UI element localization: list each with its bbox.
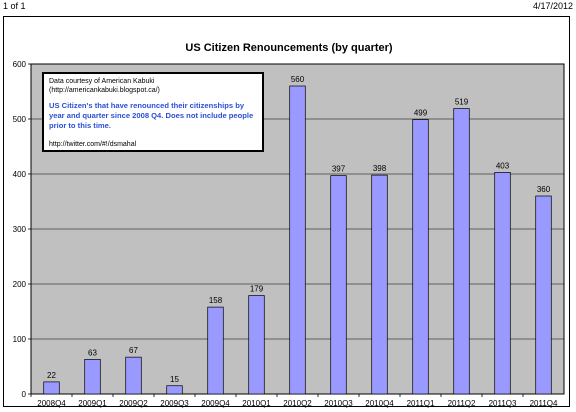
y-tick-label: 300 bbox=[13, 225, 27, 234]
bar-2010Q3 bbox=[330, 175, 347, 395]
x-tick-label: 2011Q1 bbox=[407, 399, 435, 408]
bar-2009Q2 bbox=[125, 356, 142, 395]
x-tick-label: 2011Q3 bbox=[489, 399, 517, 408]
bar-2008Q4 bbox=[43, 381, 60, 395]
x-tick-label: 2010Q3 bbox=[324, 399, 353, 408]
bars: 22 63 67 15 158 179 560 397 398 499 519 403 360 bbox=[43, 75, 552, 395]
data-label: 397 bbox=[332, 165, 346, 174]
bar-2011Q2 bbox=[453, 108, 470, 395]
data-label: 403 bbox=[496, 161, 510, 170]
x-tick-label: 2009Q3 bbox=[160, 399, 189, 408]
bar-2009Q3 bbox=[166, 385, 183, 395]
y-axis: 0 100 200 300 400 500 600 bbox=[13, 60, 31, 399]
y-tick-label: 600 bbox=[13, 60, 27, 69]
bar-2010Q1 bbox=[248, 295, 265, 395]
note-credit: Data courtesy of American Kabuki (http:/… bbox=[49, 78, 160, 94]
bar-2010Q4 bbox=[371, 174, 388, 395]
x-tick-label: 2011Q4 bbox=[530, 399, 558, 408]
data-label: 398 bbox=[373, 164, 387, 173]
data-label: 179 bbox=[250, 285, 264, 294]
x-tick-label: 2009Q2 bbox=[119, 399, 148, 408]
x-tick-label: 2009Q1 bbox=[78, 399, 107, 408]
bar-2011Q4 bbox=[535, 195, 552, 395]
data-label: 22 bbox=[47, 371, 56, 380]
x-tick-label: 2010Q1 bbox=[242, 399, 271, 408]
note-body: US Citizen's that have renounced their c… bbox=[49, 101, 254, 130]
x-tick-label: 2009Q4 bbox=[201, 399, 230, 408]
x-tick-label: 2010Q2 bbox=[283, 399, 312, 408]
y-tick-label: 100 bbox=[13, 335, 27, 344]
page-header: 1 of 1 4/17/2012 bbox=[0, 0, 576, 14]
y-tick-label: 200 bbox=[13, 280, 27, 289]
data-label: 15 bbox=[170, 375, 179, 384]
data-label: 67 bbox=[129, 346, 138, 355]
bar-2011Q1 bbox=[412, 119, 429, 395]
data-label: 158 bbox=[209, 296, 223, 305]
data-label: 560 bbox=[291, 75, 305, 84]
bar-2009Q1 bbox=[84, 359, 101, 395]
page-count: 1 of 1 bbox=[3, 1, 26, 11]
x-axis: 2008Q4 2009Q1 2009Q2 2009Q3 2009Q4 2010Q1 2010… bbox=[30, 394, 558, 408]
y-tick-label: 500 bbox=[13, 115, 27, 124]
note-link[interactable]: http://twitter.com/#!/dsmahal bbox=[49, 141, 137, 148]
bar-2011Q3 bbox=[494, 172, 511, 395]
x-tick-label: 2010Q4 bbox=[365, 399, 394, 408]
data-label: 499 bbox=[414, 109, 428, 118]
y-tick-label: 400 bbox=[13, 170, 27, 179]
data-label: 360 bbox=[537, 185, 551, 194]
note-box: Data courtesy of American Kabuki (http:/… bbox=[42, 72, 264, 152]
y-tick-label: 0 bbox=[22, 390, 27, 399]
print-date: 4/17/2012 bbox=[532, 1, 573, 11]
x-tick-label: 2008Q4 bbox=[37, 399, 66, 408]
data-label: 63 bbox=[88, 348, 97, 357]
x-tick-label: 2011Q2 bbox=[448, 399, 476, 408]
bar-2010Q2 bbox=[289, 85, 306, 395]
data-label: 519 bbox=[455, 98, 469, 107]
bar-2009Q4 bbox=[207, 306, 224, 395]
chart-title: US Citizen Renouncements (by quarter) bbox=[185, 42, 393, 54]
